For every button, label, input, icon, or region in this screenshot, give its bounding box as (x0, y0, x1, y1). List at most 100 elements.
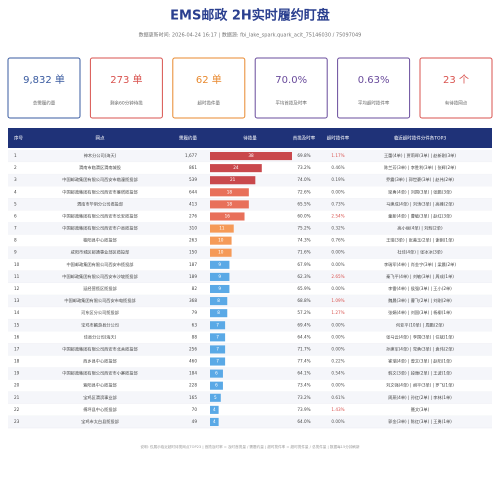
row-bg (8, 282, 492, 296)
late-rate: 0.00% (331, 334, 344, 339)
row-bg (8, 331, 492, 344)
pending-label: 7 (216, 334, 219, 339)
ontime-rate: 74.3% (297, 238, 310, 243)
row-no: 15 (14, 322, 20, 327)
kpi-card (337, 57, 411, 119)
row-no: 8 (14, 238, 17, 243)
late-rate: 0.32% (331, 226, 344, 231)
row-bg (8, 234, 492, 247)
column-header: 临近超时揽件分件各TOP3 (394, 135, 447, 142)
row-bg (8, 343, 492, 356)
demand: 1,677 (185, 153, 197, 158)
ontime-rate: 67.9% (297, 262, 310, 267)
pending-bar (210, 152, 292, 161)
row-no: 14 (14, 310, 20, 315)
row-no: 17 (14, 346, 20, 351)
kpi-label: 平均超时揽件率 (358, 100, 390, 107)
site-name: 中国邮政集团有限公司西安市临潼揽投部 (62, 176, 137, 183)
late-rate: 0.73% (331, 201, 344, 206)
ontime-rate: 73.2% (297, 165, 310, 170)
pending-bar (210, 297, 228, 306)
demand: 861 (189, 165, 197, 170)
row-no: 6 (14, 213, 17, 218)
late-rate: 0.46% (331, 165, 344, 170)
pending-label: 9 (218, 274, 221, 279)
row-bg (8, 319, 492, 332)
late-rate: 1.17% (331, 153, 344, 158)
pending-bar (210, 272, 230, 281)
kpi-value: 0.63% (358, 75, 390, 86)
top3: 高小丽(4单) | 刘辉(2单) (397, 225, 443, 232)
ontime-rate: 65.5% (297, 201, 310, 206)
site-name: 渭南市华阴分公司揽投部 (77, 200, 123, 207)
row-no: 5 (14, 201, 17, 206)
top3: 马建成(4单) | 刘涛(3单) | 高峰(2单) (386, 200, 454, 207)
late-rate: 0.76% (331, 238, 344, 243)
ontime-rate: 64.0% (297, 419, 310, 424)
pending-label: 7 (216, 322, 219, 327)
site-name: 中国邮政集团有限公司西安市雁塔揽投部 (62, 188, 137, 195)
ontime-rate: 71.6% (297, 250, 310, 255)
row-no: 3 (14, 177, 17, 182)
pending-bar (210, 284, 230, 294)
pending-label: 11 (219, 226, 225, 231)
top3: 聂文(3单) (411, 406, 430, 413)
kpi-label: 平均首揽及时率 (275, 100, 307, 107)
demand: 187 (189, 262, 197, 267)
late-rate: 0.54% (331, 371, 344, 376)
row-no: 16 (14, 334, 20, 339)
top3: 张马云(4单) | 李国(3单) | 任斌(1单) (386, 333, 454, 340)
kpi-value: 9,832 单 (23, 74, 65, 86)
row-no: 18 (14, 359, 20, 364)
late-rate: 2.54% (331, 213, 344, 218)
ontime-rate: 75.2% (297, 226, 310, 231)
demand: 63 (192, 322, 198, 327)
row-no: 20 (14, 383, 20, 388)
demand: 276 (189, 213, 197, 218)
ontime-rate: 60.0% (297, 213, 310, 218)
row-no: 13 (14, 298, 20, 303)
site-name: 佳县分公司(海天) (84, 333, 117, 340)
pending-bar (210, 381, 223, 390)
site-name: 咸阳市城区邮通事业部区揽投部 (71, 249, 130, 256)
pending-label: 6 (215, 383, 218, 388)
demand: 189 (189, 274, 197, 279)
row-bg (8, 391, 492, 404)
top3: 李雷(4单) | 侯强(3单) | 王小(2单) (388, 285, 452, 292)
kpi-card (7, 57, 81, 119)
row-bg (8, 222, 492, 235)
site-name: 中国邮政集团有限公司西安市小寨揽投部 (62, 370, 137, 377)
top3: 杜佳(4单) | 张冰冰(3单) (397, 249, 443, 256)
row-bg (8, 210, 492, 223)
site-name: 中国邮政集团有限公司西安市揽投部 (66, 261, 133, 268)
top3: 韩文(3单) | 段雅(2单) | 王波(1单) (388, 370, 452, 377)
pending-bar (210, 345, 226, 354)
pending-label: 10 (218, 238, 224, 243)
pending-label: 24 (233, 165, 239, 170)
demand: 228 (189, 383, 197, 388)
demand: 165 (189, 395, 197, 400)
top3: 梁勇(4单) | 刘国(3单) | 张鹏(3单) (388, 188, 452, 195)
pending-bar (210, 224, 234, 233)
title: EMS邮政 2H实时履约盯盘 (170, 8, 330, 24)
pending-bar (210, 164, 262, 173)
demand: 184 (189, 371, 197, 376)
kpi-value: 23 个 (443, 74, 469, 86)
demand: 644 (189, 189, 197, 194)
row-no: 21 (14, 395, 20, 400)
row-bg (8, 403, 492, 416)
row-no: 9 (14, 250, 17, 255)
row-bg (8, 367, 492, 380)
row-bg (8, 258, 492, 271)
late-rate: 0.00% (331, 262, 344, 267)
site-name: 中国邮政集团有限公司西安市北关揽投部 (62, 345, 137, 352)
late-rate: 0.19% (331, 177, 344, 182)
demand: 150 (189, 250, 197, 255)
kpi-card (89, 57, 163, 119)
row-bg (8, 307, 492, 320)
demand: 70 (192, 407, 198, 412)
late-rate: 0.00% (331, 189, 344, 194)
row-no: 12 (14, 286, 20, 291)
demand: 79 (192, 310, 198, 315)
pending-label: 4 (213, 407, 216, 412)
